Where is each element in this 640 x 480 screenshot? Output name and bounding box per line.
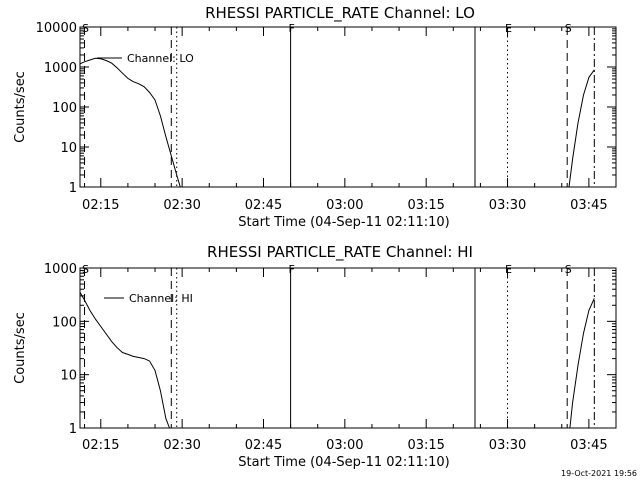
x-tick-label: 02:45 xyxy=(245,438,282,453)
y-tick-label: 1000 xyxy=(44,262,77,277)
marker-label: S xyxy=(565,263,572,276)
y-axis-label: Counts/sec xyxy=(13,312,28,384)
x-axis-label: Start Time (04-Sep-11 02:11:10) xyxy=(238,455,449,470)
marker-label: F xyxy=(288,22,294,35)
x-tick-label: 02:45 xyxy=(245,198,282,213)
x-tick-label: 03:15 xyxy=(407,438,444,453)
x-axis-label: Start Time (04-Sep-11 02:11:10) xyxy=(238,215,449,230)
chart-title: RHESSI PARTICLE_RATE Channel: LO xyxy=(205,4,475,23)
marker-label: S xyxy=(82,22,89,35)
y-tick-label: 10 xyxy=(60,141,77,156)
x-tick-label: 03:45 xyxy=(570,438,607,453)
x-tick-label: 02:15 xyxy=(82,198,119,213)
x-tick-label: 02:15 xyxy=(82,438,119,453)
series-line xyxy=(569,298,595,429)
x-tick-label: 03:30 xyxy=(489,198,526,213)
marker-label: S xyxy=(82,263,89,276)
panel-hi: RHESSI PARTICLE_RATE Channel: HI 1 10 100 10… xyxy=(13,243,617,470)
legend-label: Channel: LO xyxy=(127,52,194,65)
plot-frame xyxy=(79,267,617,429)
panel-lo: RHESSI PARTICLE_RATE Channel: LO 1 10 100 10… xyxy=(13,4,617,230)
series-line xyxy=(568,69,595,188)
y-tick-label: 100 xyxy=(52,315,77,330)
series-line xyxy=(79,57,181,188)
marker-label: F xyxy=(288,263,294,276)
x-tick-label: 02:30 xyxy=(163,438,200,453)
y-tick-label: 100 xyxy=(52,101,77,116)
y-tick-label: 10 xyxy=(60,369,77,384)
x-tick-label: 03:15 xyxy=(407,198,444,213)
x-tick-label: 02:30 xyxy=(163,198,200,213)
y-tick-label: 1 xyxy=(69,181,77,196)
x-tick-label: 03:00 xyxy=(326,198,363,213)
x-tick-label: 03:00 xyxy=(326,438,363,453)
y-tick-label: 1 xyxy=(69,422,77,437)
chart-title: RHESSI PARTICLE_RATE Channel: HI xyxy=(207,243,473,262)
legend-label: Channel: HI xyxy=(129,292,193,305)
y-axis-label: Counts/sec xyxy=(13,71,28,143)
marker-label: S xyxy=(565,22,572,35)
x-tick-label: 03:30 xyxy=(489,438,526,453)
series-line xyxy=(79,292,170,429)
y-tick-label: 1000 xyxy=(44,61,77,76)
y-tick-label: 10000 xyxy=(36,21,77,36)
marker-label: E xyxy=(505,22,512,35)
marker-label: E xyxy=(505,263,512,276)
footer-timestamp: 19-Oct-2021 19:56 xyxy=(561,469,637,478)
x-tick-label: 03:45 xyxy=(570,198,607,213)
